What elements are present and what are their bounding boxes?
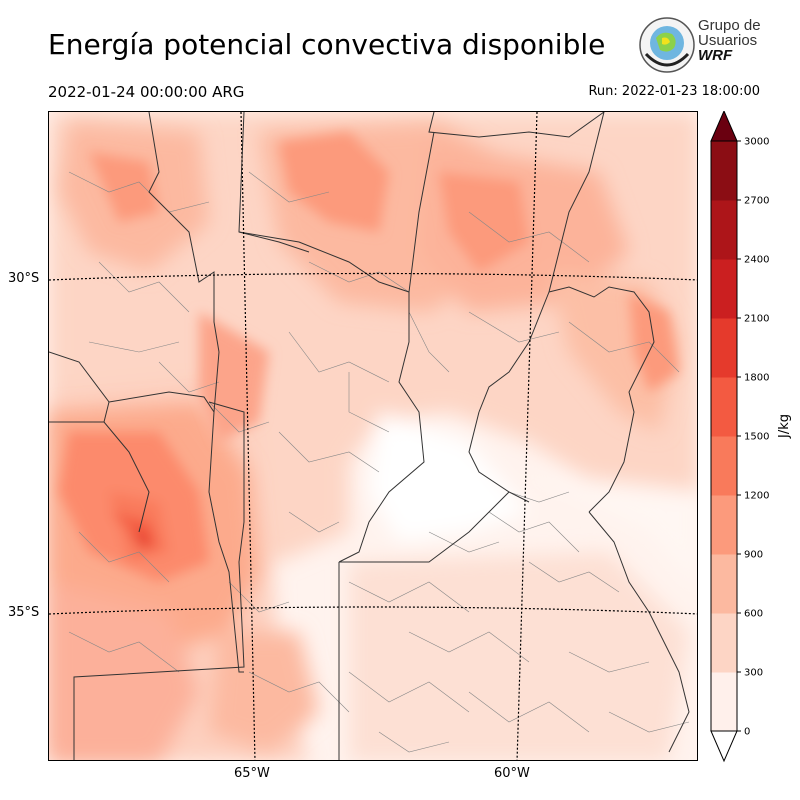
colorbar-tick-label: 0	[744, 727, 750, 738]
logo-text: Grupo de Usuarios WRF	[698, 18, 761, 63]
colorbar-tick-label: 1800	[744, 373, 769, 384]
run-time: Run: 2022-01-23 18:00:00	[588, 84, 760, 99]
colorbar-tick-label: 600	[744, 609, 763, 620]
lat-label-30s: 30°S	[8, 271, 40, 286]
colorbar-segment	[711, 318, 737, 378]
logo-line-1: Grupo de	[698, 17, 761, 34]
province-boundaries	[49, 112, 690, 760]
colorbar-segment	[711, 672, 737, 732]
globe-icon	[639, 17, 695, 73]
lat-label-35s: 35°S	[8, 605, 40, 620]
colorbar-segment	[711, 436, 737, 496]
colorbar-segment	[711, 259, 737, 319]
logo-line-3: WRF	[698, 47, 733, 64]
colorbar-segment	[711, 377, 737, 437]
lon-label-65w: 65°W	[234, 766, 270, 781]
colorbar-extend-bottom	[710, 730, 738, 763]
colorbar-tick-label: 1500	[744, 432, 769, 443]
colorbar-tick-label: 3000	[744, 137, 769, 148]
valid-time: 2022-01-24 00:00:00 ARG	[48, 83, 245, 101]
colorbar-tick-label: 300	[744, 668, 763, 679]
colorbar-segment	[711, 141, 737, 201]
lon-label-60w: 60°W	[494, 766, 530, 781]
colorbar-segment	[711, 613, 737, 673]
district-boundaries	[68, 171, 690, 753]
colorbar-segment	[711, 495, 737, 555]
wrf-logo: Grupo de Usuarios WRF	[638, 16, 768, 74]
colorbar-extend-top	[710, 109, 738, 142]
map-title: Energía potencial convectiva disponible	[48, 28, 606, 61]
graticule	[49, 112, 697, 760]
map-canvas	[49, 112, 697, 760]
cape-field-high	[59, 132, 679, 582]
colorbar-units: J/kg	[777, 414, 792, 438]
colorbar-tick-label: 1200	[744, 491, 769, 502]
colorbar-svg: 0 300 600 900 1200 1500 1800 2100 2400 2700 3000	[710, 109, 769, 763]
colorbar: 0 300 600 900 1200 1500 1800 2100 2400 2700 3000	[705, 109, 785, 771]
colorbar-tick-label: 2400	[744, 255, 769, 266]
logo-line-2: Usuarios	[698, 32, 758, 49]
colorbar-tick-label: 2700	[744, 196, 769, 207]
colorbar-tick-label: 900	[744, 550, 763, 561]
colorbar-tick-label: 2100	[744, 314, 769, 325]
colorbar-segment	[711, 554, 737, 614]
cape-map[interactable]	[48, 111, 698, 761]
colorbar-segment	[711, 200, 737, 260]
